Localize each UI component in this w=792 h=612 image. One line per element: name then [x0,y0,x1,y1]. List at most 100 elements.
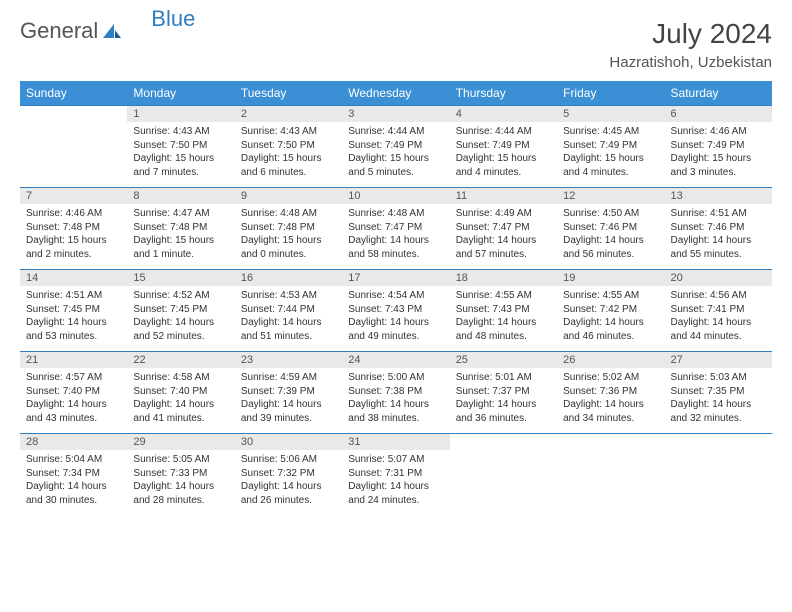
day-content-cell: Sunrise: 5:04 AMSunset: 7:34 PMDaylight:… [20,450,127,515]
daylight-text: and 43 minutes. [26,412,121,426]
daylight-text: and 0 minutes. [241,248,336,262]
day-number: 21 [26,354,38,366]
sunset-text: Sunset: 7:48 PM [133,221,228,235]
daylight-text: Daylight: 14 hours [348,398,443,412]
daylight-text: and 4 minutes. [563,166,658,180]
day-number: 7 [26,190,32,202]
day-number: 11 [456,190,467,202]
daylight-text: and 55 minutes. [671,248,766,262]
day-number-cell: 23 [235,352,342,369]
daylight-text: and 24 minutes. [348,494,443,508]
daylight-text: Daylight: 14 hours [133,398,228,412]
day-number-cell: 7 [20,188,127,205]
daylight-text: and 38 minutes. [348,412,443,426]
weekday-header: Wednesday [342,81,449,106]
day-number-row: 21222324252627 [20,352,772,369]
day-content-row: Sunrise: 5:04 AMSunset: 7:34 PMDaylight:… [20,450,772,515]
sunset-text: Sunset: 7:40 PM [26,385,121,399]
daylight-text: and 52 minutes. [133,330,228,344]
calendar-table: Sunday Monday Tuesday Wednesday Thursday… [20,81,772,515]
day-content-cell: Sunrise: 4:58 AMSunset: 7:40 PMDaylight:… [127,368,234,434]
day-number: 25 [456,354,468,366]
sunset-text: Sunset: 7:31 PM [348,467,443,481]
sunset-text: Sunset: 7:48 PM [241,221,336,235]
day-number-cell: 2 [235,106,342,123]
day-number-cell: 27 [665,352,772,369]
daylight-text: Daylight: 14 hours [671,398,766,412]
day-number: 9 [241,190,247,202]
day-content-cell: Sunrise: 4:44 AMSunset: 7:49 PMDaylight:… [342,122,449,188]
day-content-cell: Sunrise: 5:01 AMSunset: 7:37 PMDaylight:… [450,368,557,434]
sunrise-text: Sunrise: 4:55 AM [563,289,658,303]
daylight-text: Daylight: 15 hours [348,152,443,166]
day-number: 17 [348,272,360,284]
day-number: 26 [563,354,575,366]
day-number-cell: 12 [557,188,664,205]
sunset-text: Sunset: 7:41 PM [671,303,766,317]
daylight-text: and 57 minutes. [456,248,551,262]
daylight-text: and 36 minutes. [456,412,551,426]
daylight-text: Daylight: 15 hours [563,152,658,166]
day-content-cell [557,450,664,515]
day-number: 10 [348,190,360,202]
day-content-cell: Sunrise: 4:48 AMSunset: 7:48 PMDaylight:… [235,204,342,270]
sunrise-text: Sunrise: 5:05 AM [133,453,228,467]
day-number: 3 [348,108,354,120]
daylight-text: and 1 minute. [133,248,228,262]
day-number-cell: 17 [342,270,449,287]
sunset-text: Sunset: 7:50 PM [241,139,336,153]
daylight-text: and 58 minutes. [348,248,443,262]
daylight-text: Daylight: 14 hours [456,234,551,248]
day-content-cell: Sunrise: 4:55 AMSunset: 7:42 PMDaylight:… [557,286,664,352]
sunset-text: Sunset: 7:32 PM [241,467,336,481]
day-content-cell: Sunrise: 5:05 AMSunset: 7:33 PMDaylight:… [127,450,234,515]
sunrise-text: Sunrise: 4:51 AM [26,289,121,303]
day-number: 15 [133,272,145,284]
day-number: 6 [671,108,677,120]
sunset-text: Sunset: 7:43 PM [348,303,443,317]
day-content-row: Sunrise: 4:57 AMSunset: 7:40 PMDaylight:… [20,368,772,434]
daylight-text: and 46 minutes. [563,330,658,344]
daylight-text: and 39 minutes. [241,412,336,426]
sunrise-text: Sunrise: 4:43 AM [241,125,336,139]
day-number-cell: 11 [450,188,557,205]
header: General Blue July 2024 Hazratishoh, Uzbe… [20,18,772,71]
daylight-text: Daylight: 14 hours [456,316,551,330]
sunset-text: Sunset: 7:46 PM [563,221,658,235]
sunset-text: Sunset: 7:49 PM [671,139,766,153]
day-number: 5 [563,108,569,120]
day-content-cell: Sunrise: 4:53 AMSunset: 7:44 PMDaylight:… [235,286,342,352]
daylight-text: Daylight: 15 hours [26,234,121,248]
daylight-text: and 56 minutes. [563,248,658,262]
day-number-cell: 18 [450,270,557,287]
daylight-text: Daylight: 14 hours [133,480,228,494]
sunset-text: Sunset: 7:42 PM [563,303,658,317]
day-number: 23 [241,354,253,366]
logo-sail-icon [101,22,123,40]
day-number-cell: 31 [342,434,449,451]
daylight-text: Daylight: 15 hours [456,152,551,166]
day-content-cell: Sunrise: 4:46 AMSunset: 7:49 PMDaylight:… [665,122,772,188]
sunset-text: Sunset: 7:40 PM [133,385,228,399]
sunrise-text: Sunrise: 4:46 AM [671,125,766,139]
sunrise-text: Sunrise: 4:44 AM [456,125,551,139]
daylight-text: and 44 minutes. [671,330,766,344]
sunrise-text: Sunrise: 4:48 AM [241,207,336,221]
day-content-cell: Sunrise: 4:45 AMSunset: 7:49 PMDaylight:… [557,122,664,188]
location: Hazratishoh, Uzbekistan [609,54,772,71]
sunrise-text: Sunrise: 4:51 AM [671,207,766,221]
sunrise-text: Sunrise: 5:02 AM [563,371,658,385]
day-number-cell [665,434,772,451]
day-number: 4 [456,108,462,120]
day-content-cell: Sunrise: 4:52 AMSunset: 7:45 PMDaylight:… [127,286,234,352]
day-number: 14 [26,272,38,284]
sunset-text: Sunset: 7:46 PM [671,221,766,235]
daylight-text: and 28 minutes. [133,494,228,508]
sunrise-text: Sunrise: 5:03 AM [671,371,766,385]
day-number: 12 [563,190,575,202]
sunrise-text: Sunrise: 4:47 AM [133,207,228,221]
day-number-cell: 8 [127,188,234,205]
weekday-header: Sunday [20,81,127,106]
sunset-text: Sunset: 7:34 PM [26,467,121,481]
day-number-cell: 6 [665,106,772,123]
